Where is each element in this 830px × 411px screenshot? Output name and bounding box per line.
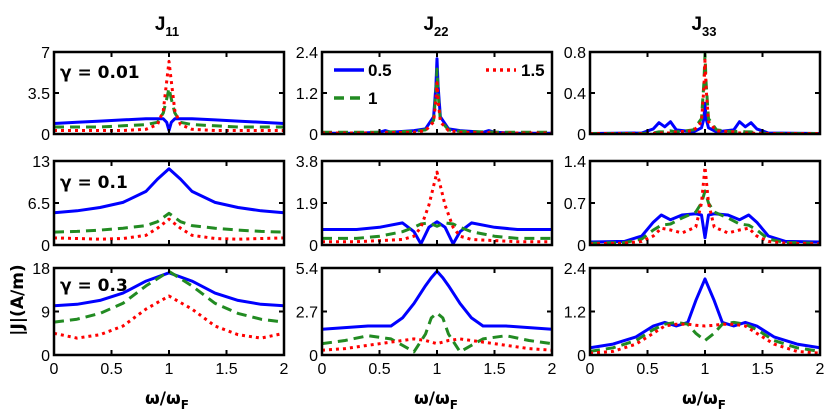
legend-label-0.5: 0.5 [368,61,392,80]
panel-r2-c1-ytick-label: 0 [41,238,50,255]
panel-r1-c2-series-1.5 [322,81,552,135]
gamma-label-row1: γ = 0.01 [60,63,140,83]
panel-r3-c2: 0 2.7 5.4 0 0.5 1 1.5 2 [296,261,557,378]
panel-r3-c3-xtick-label: 0 [586,361,595,378]
panel-r1-c2-ytick-label: 0 [309,127,318,144]
panel-r3-c3-xtick-label: 0.5 [636,361,658,378]
column-title-j22: J22 [423,14,448,39]
panel-r3-c3-series-1 [590,320,820,353]
panel-r3-c2-ytick-label: 5.4 [296,261,318,278]
panel-r2-c2-ytick-label: 3.8 [296,154,318,171]
panel-r1-c2-ytick-label: 1.2 [296,86,318,103]
panel-r3-c3-ytick-label: 1.2 [564,305,586,322]
panel-r1-c1-series-0.5 [54,117,284,132]
panel-r3-c3-ytick-label: 2.4 [564,261,586,278]
panel-r1-c2-series-0.5 [322,57,552,135]
panel-r1-c2: 0 1.2 2.4 [296,45,554,144]
panel-r3-c1-xtick-label: 2 [280,361,289,378]
panel-r3-c2-series-1.5 [322,337,552,352]
panel-r2-c1-series-0.5 [54,167,284,215]
panel-r1-c1-ytick-label: 3.5 [28,86,50,103]
subplot-grid: 03.5701.22.400.40.806.51301.93.800.71.40… [28,45,825,378]
panel-r1-c3: 0 0.4 0.8 [564,45,822,144]
legend-label-1.5: 1.5 [521,61,545,80]
panel-r1-c3-ytick-label: 0.8 [564,45,586,62]
panel-r2-c1-ytick-label: 6.5 [28,196,50,213]
panel-r1-c3-ytick-label: 0 [577,127,586,144]
panel-r3-c3-series-0.5 [590,277,820,350]
panel-r3-c1-xtick-label: 1 [165,361,174,378]
panel-r2-c2: 0 1.9 3.8 [296,154,554,255]
column-titles: J11 J22 J33 [155,14,717,39]
x-axis-label-col1: ω/ωF [145,389,189,411]
panel-r3-c1-xtick-label: 1.5 [215,361,237,378]
panel-r3-c3-xtick-label: 1 [701,361,710,378]
panel-r1-c3-series-0.5 [590,101,820,135]
panel-r1-c2-series-1 [322,67,552,134]
panel-r2-c2-ytick-label: 1.9 [296,196,318,213]
panel-r3-c3-series-1.5 [590,322,820,355]
panel-r3-c2-ytick-label: 2.7 [296,305,318,322]
panel-r2-c3-series-0.5 [590,212,820,244]
panel-r2-c1: 0 6.5 13 [28,154,286,255]
x-axis-label-col3: ω/ωF [682,389,726,411]
panel-r3-c1: 0 9 18 0 0.5 1 1.5 2 [32,261,288,378]
panel-r3-c1-series-1.5 [54,294,284,340]
panel-r3-c3: 0 1.2 2.4 0 0.5 1 1.5 2 [564,261,825,378]
panel-r2-c3-ytick-label: 0 [577,238,586,255]
panel-r1-c3-ytick-label: 0.4 [564,86,586,103]
panel-r2-c2-ytick-label: 0 [309,238,318,255]
x-axis-label-col2: ω/ωF [414,389,458,411]
panel-r2-c2-series-1 [322,221,552,240]
axis-labels: |J|(A/m) ω/ωF ω/ωF ω/ωF [8,264,726,411]
panel-r3-c1-xtick-label: 0.5 [100,361,122,378]
panel-r2-c3-ytick-label: 0.7 [564,196,586,213]
panel-r3-c2-ytick-label: 0 [309,348,318,365]
legend: 0.5 1 1.5 [334,61,545,108]
column-title-j33: J33 [691,14,716,39]
panel-r3-c2-xtick-label: 0.5 [368,361,390,378]
panel-r2-c1-ytick-label: 13 [32,154,50,171]
panel-r3-c1-xtick-label: 0 [50,361,59,378]
panel-r3-c2-xtick-label: 2 [548,361,557,378]
panel-r3-c2-series-0.5 [322,269,552,331]
panel-r3-c3-ytick-label: 0 [577,348,586,365]
panel-r1-c1-ytick-label: 7 [41,45,50,62]
panel-r2-c2-series-0.5 [322,220,552,246]
legend-label-1: 1 [368,89,377,108]
y-axis-label: |J|(A/m) [8,264,28,335]
panel-r3-c3-xtick-label: 1.5 [751,361,773,378]
panel-r3-c2-xtick-label: 1 [433,361,442,378]
panel-r3-c2-frame [320,266,554,357]
panel-r3-c2-xtick-label: 1.5 [483,361,505,378]
panel-r1-c2-ytick-label: 2.4 [296,45,318,62]
panel-r2-c1-series-1 [54,211,284,234]
panel-r2-c3-ytick-label: 1.4 [564,154,586,171]
column-title-j11: J11 [155,14,179,39]
panel-r1-c1-ytick-label: 0 [41,127,50,144]
panel-r3-c1-ytick-label: 0 [41,348,50,365]
panel-r2-c3-series-1.5 [590,165,820,246]
panel-r2-c2-series-1.5 [322,170,552,244]
panel-r3-c1-ytick-label: 18 [32,261,50,278]
gamma-label-row2: γ = 0.1 [60,173,128,193]
gamma-annotations: γ = 0.01 γ = 0.1 γ = 0.3 [60,63,140,296]
panel-r1-c1: 03.57 [28,45,286,144]
panel-r2-c3: 0 0.7 1.4 [564,154,822,255]
panel-r3-c2-xtick-label: 0 [318,361,327,378]
panel-r3-c1-ytick-label: 9 [41,305,50,322]
panel-r2-c1-series-1.5 [54,217,284,241]
panel-r3-c3-xtick-label: 2 [816,361,825,378]
panel-r1-c1-series-1.5 [54,59,284,132]
gamma-label-row3: γ = 0.3 [60,276,128,296]
panel-r2-c3-series-1 [590,189,820,245]
